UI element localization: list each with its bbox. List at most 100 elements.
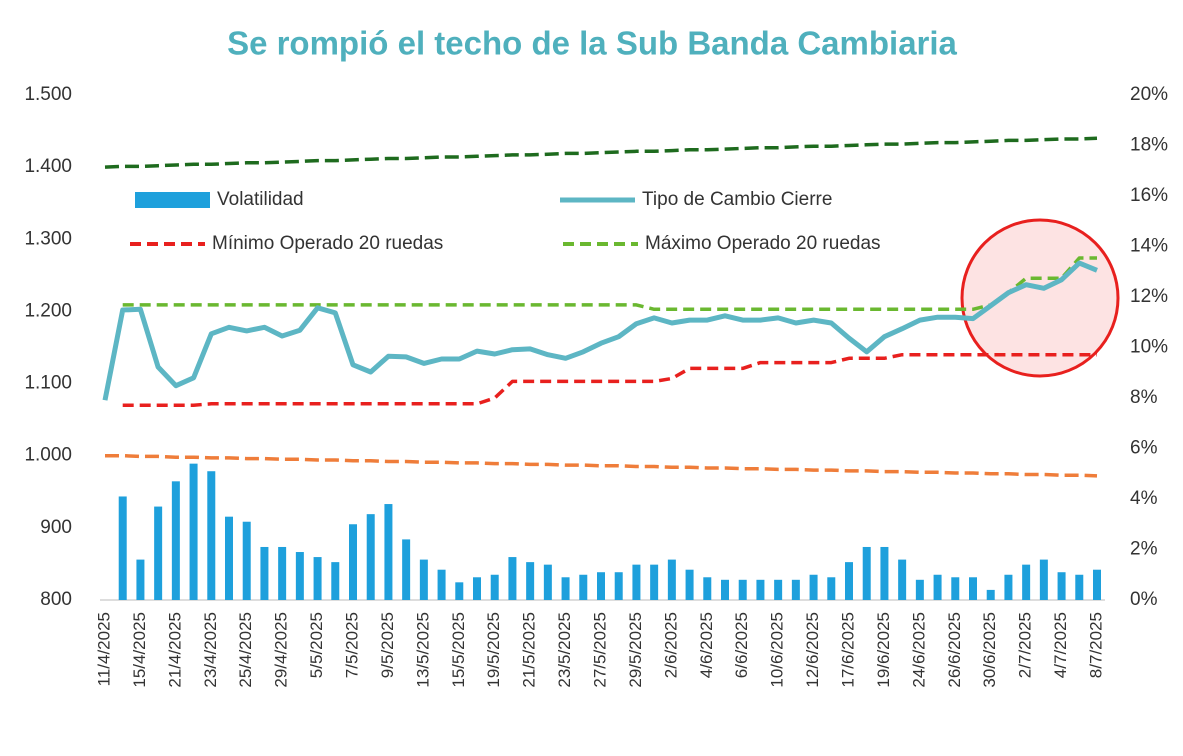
bar (561, 577, 570, 600)
bar (703, 577, 712, 600)
bar (278, 546, 287, 600)
legend-label: Mínimo Operado 20 ruedas (212, 233, 443, 254)
bar (721, 579, 729, 600)
y-tick-label: 900 (40, 517, 72, 538)
x-tick-label: 10/6/2025 (768, 612, 787, 688)
bar (313, 557, 322, 600)
bar (225, 516, 233, 600)
x-tick-label: 13/5/2025 (413, 612, 432, 688)
y2-tick-label: 8% (1130, 387, 1158, 408)
bar (756, 579, 765, 600)
bar (526, 562, 535, 600)
bar (295, 552, 304, 600)
x-tick-label: 2/6/2025 (661, 612, 680, 678)
y2-tick-label: 14% (1130, 236, 1168, 257)
line-series (105, 453, 1098, 478)
bar (136, 559, 145, 600)
y2-tick-label: 4% (1130, 488, 1158, 509)
bar (809, 574, 818, 600)
bar (986, 589, 995, 600)
bar (951, 577, 960, 600)
bar (384, 504, 393, 600)
bar (366, 514, 375, 600)
x-tick-label: 24/6/2025 (909, 612, 928, 688)
bar (667, 559, 676, 600)
y2-tick-label: 10% (1130, 337, 1168, 358)
bar (933, 574, 942, 600)
bar (738, 579, 747, 600)
line-series (122, 352, 1097, 407)
bar (791, 579, 800, 600)
bar (419, 559, 428, 600)
bar (898, 559, 907, 600)
bar (1022, 564, 1031, 600)
bar (402, 539, 411, 600)
bar (154, 506, 163, 600)
bar (171, 481, 180, 600)
x-tick-label: 11/4/2025 (94, 612, 113, 686)
legend-label: Tipo de Cambio Cierre (642, 189, 832, 210)
x-tick-label: 6/6/2025 (732, 612, 751, 678)
bar (1057, 572, 1066, 600)
x-tick-label: 19/6/2025 (874, 612, 893, 688)
x-tick-label: 9/5/2025 (378, 612, 397, 678)
bar (490, 574, 499, 600)
x-tick-label: 4/7/2025 (1051, 612, 1070, 678)
bar (349, 524, 357, 600)
bar (880, 546, 889, 600)
x-tick-label: 29/5/2025 (626, 612, 645, 688)
bar (632, 564, 641, 600)
x-tick-label: 17/6/2025 (838, 612, 857, 688)
x-tick-label: 8/7/2025 (1086, 612, 1105, 678)
x-tick-label: 15/4/2025 (130, 612, 149, 688)
x-tick-label: 23/5/2025 (555, 612, 574, 688)
bar (915, 579, 924, 600)
chart-title: Se rompió el techo de la Sub Banda Cambi… (227, 25, 957, 62)
bar (242, 521, 251, 600)
x-tick-label: 23/4/2025 (201, 612, 220, 688)
bar (455, 582, 464, 600)
bar (1093, 569, 1101, 600)
y2-tick-label: 2% (1130, 539, 1158, 560)
bar (118, 496, 127, 600)
bar (1004, 574, 1013, 600)
y-tick-label: 1.500 (24, 84, 72, 105)
bar (650, 564, 659, 600)
y-tick-label: 1.100 (24, 373, 72, 394)
x-tick-label: 12/6/2025 (803, 612, 822, 688)
x-tick-label: 25/4/2025 (236, 612, 255, 688)
x-tick-label: 27/5/2025 (590, 612, 609, 688)
legend-swatch (135, 192, 210, 208)
x-tick-label: 5/5/2025 (307, 612, 326, 678)
bar (845, 562, 853, 600)
y2-tick-label: 20% (1130, 84, 1168, 105)
bar (614, 572, 623, 600)
highlight-circle (960, 218, 1120, 378)
line-series (104, 136, 1098, 169)
bar (508, 557, 517, 600)
bar (685, 569, 694, 600)
bar (969, 577, 977, 600)
x-tick-label: 2/7/2025 (1016, 612, 1035, 678)
y-tick-label: 800 (40, 589, 72, 610)
line-series (102, 260, 1098, 401)
y2-tick-label: 12% (1130, 286, 1168, 307)
bar (189, 463, 198, 600)
bar (862, 546, 871, 600)
x-tick-label: 4/6/2025 (697, 612, 716, 678)
y2-tick-label: 16% (1130, 185, 1168, 206)
bar (774, 579, 783, 600)
y2-tick-label: 0% (1130, 589, 1158, 610)
y-tick-label: 1.200 (24, 300, 72, 321)
line-series (122, 256, 1097, 312)
x-tick-label: 21/5/2025 (520, 612, 539, 688)
bar (827, 577, 836, 600)
x-tick-label: 15/5/2025 (449, 612, 468, 688)
x-tick-label: 7/5/2025 (342, 612, 361, 678)
y2-tick-label: 6% (1130, 438, 1158, 459)
legend-label: Máximo Operado 20 ruedas (645, 233, 881, 254)
bar (207, 471, 216, 600)
y-tick-label: 1.400 (24, 156, 72, 177)
x-tick-label: 21/4/2025 (165, 612, 184, 688)
